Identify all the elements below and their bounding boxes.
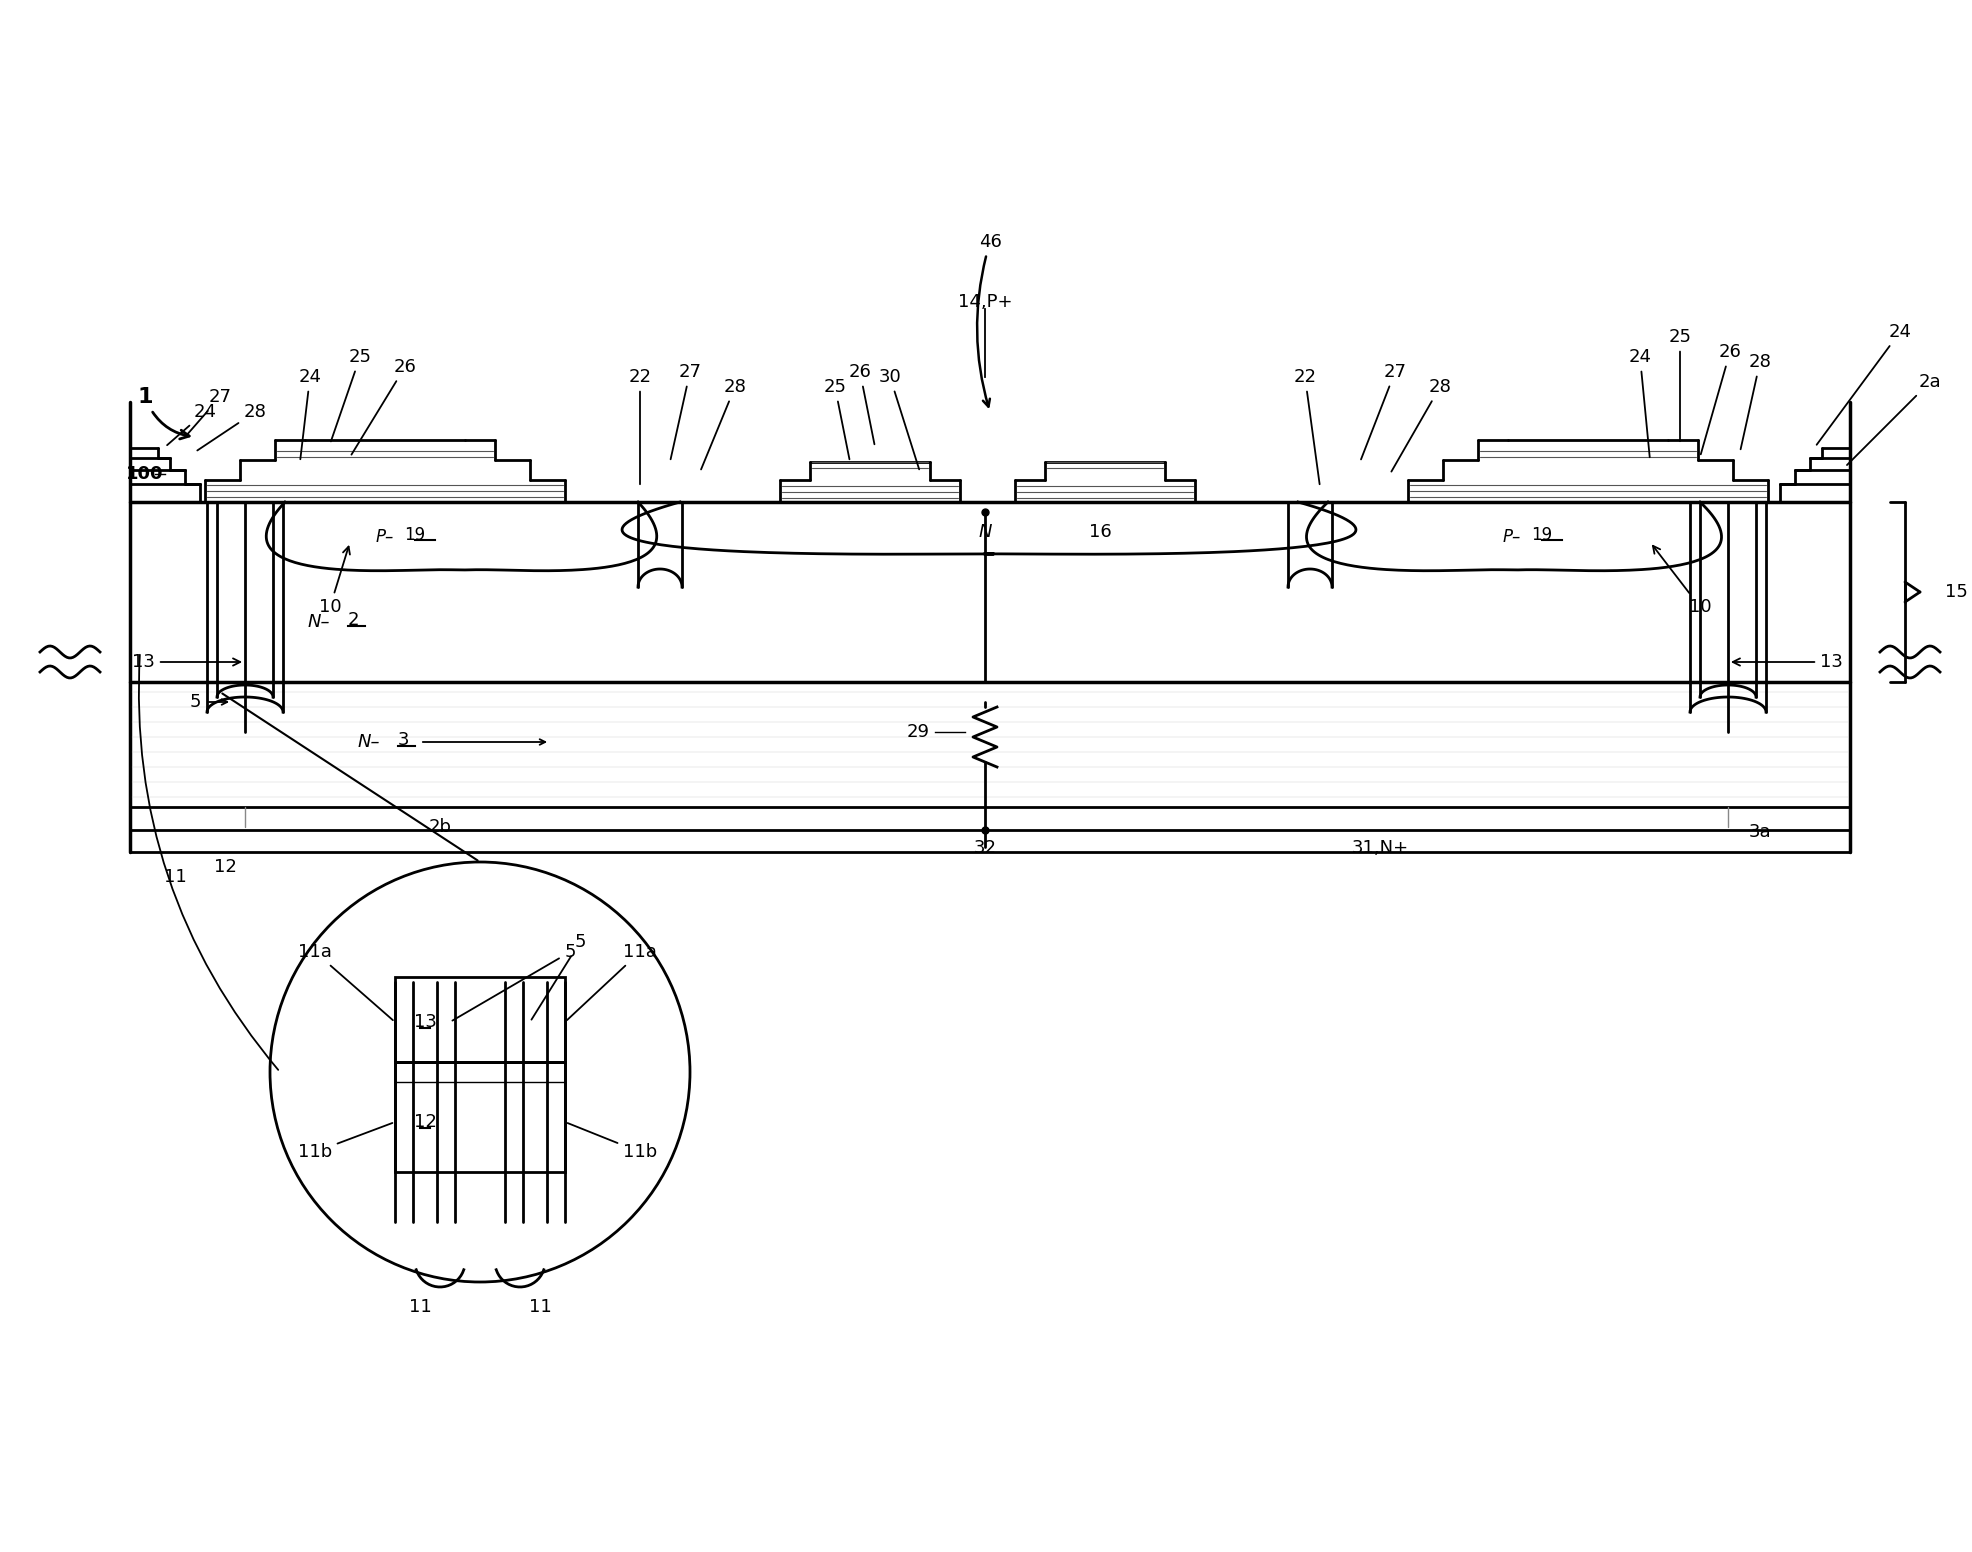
Text: 32: 32 (974, 840, 996, 857)
Text: 31,N+: 31,N+ (1351, 840, 1408, 857)
Text: 46: 46 (976, 233, 1002, 407)
Text: 11b: 11b (568, 1124, 657, 1161)
Text: 11b: 11b (298, 1124, 392, 1161)
Text: 12: 12 (414, 1113, 436, 1131)
Text: 100: 100 (126, 466, 164, 483)
Text: 2b: 2b (428, 818, 452, 837)
Text: 14,P+: 14,P+ (958, 293, 1012, 310)
Text: 11a: 11a (298, 944, 392, 1020)
Text: N–: N– (308, 613, 329, 632)
Text: 25: 25 (824, 379, 850, 459)
Text: P–: P– (1503, 528, 1520, 546)
Text: 24: 24 (1629, 348, 1651, 458)
Text: 3a: 3a (1749, 823, 1771, 841)
Text: 26: 26 (1700, 343, 1741, 455)
Text: 27: 27 (187, 388, 231, 435)
Text: 24: 24 (168, 404, 217, 445)
Text: 24: 24 (1816, 323, 1911, 445)
Text: 22: 22 (1294, 368, 1319, 484)
Text: 10: 10 (1653, 546, 1712, 616)
Text: 26: 26 (351, 359, 416, 455)
Text: 30: 30 (880, 368, 919, 469)
Text: 22: 22 (629, 368, 651, 484)
Text: 28: 28 (1392, 379, 1451, 472)
Text: 25: 25 (1668, 327, 1692, 441)
Text: 28: 28 (702, 379, 747, 469)
Text: 13: 13 (132, 653, 241, 670)
Text: 16: 16 (1089, 523, 1112, 542)
Text: N–: N– (357, 733, 381, 751)
Text: 19: 19 (1532, 526, 1552, 545)
Text: 24: 24 (298, 368, 321, 459)
Text: 1: 1 (138, 386, 189, 439)
Text: 27: 27 (1361, 363, 1406, 459)
Text: 29: 29 (907, 723, 931, 740)
Text: 15: 15 (1944, 584, 1968, 601)
Text: 12: 12 (213, 858, 237, 875)
Text: 11: 11 (164, 868, 187, 886)
Text: 3: 3 (398, 731, 410, 750)
Text: 11a: 11a (568, 944, 657, 1020)
Text: 26: 26 (848, 363, 874, 444)
Text: N: N (978, 523, 992, 542)
Text: 5: 5 (189, 694, 201, 711)
Text: 13: 13 (414, 1013, 436, 1031)
Text: 28: 28 (197, 404, 266, 450)
Bar (394, 1062, 566, 1172)
Text: 2a: 2a (1848, 372, 1940, 466)
Text: 28: 28 (1741, 352, 1771, 449)
Text: 10: 10 (319, 546, 349, 616)
Bar (394, 978, 566, 1062)
Text: 5: 5 (452, 944, 576, 1021)
Text: 13: 13 (1733, 653, 1844, 670)
Text: 19: 19 (404, 526, 426, 545)
Text: 25: 25 (331, 348, 371, 441)
Text: 11: 11 (408, 1297, 432, 1316)
Text: P–: P– (377, 528, 394, 546)
Text: 5: 5 (532, 933, 586, 1020)
Text: 11: 11 (528, 1297, 552, 1316)
Text: 27: 27 (670, 363, 702, 459)
Text: 2: 2 (347, 611, 359, 629)
